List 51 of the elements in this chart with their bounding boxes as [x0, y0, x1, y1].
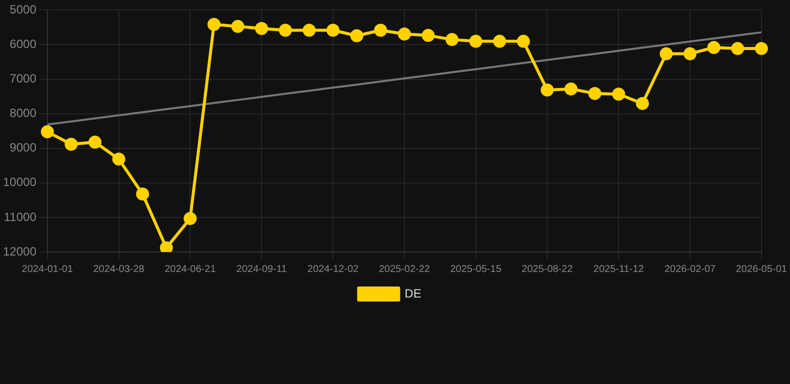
point — [469, 34, 482, 48]
x-tick-label: 2024-01-01 — [22, 264, 74, 275]
y-tick-label: 5000 — [10, 2, 37, 17]
x-tick-label: 2025-02-22 — [378, 264, 430, 275]
y-tick-label: 6000 — [10, 37, 37, 52]
x-tick-label: 2025-11-12 — [593, 264, 644, 275]
y-tick-label: 10000 — [2, 175, 37, 190]
point — [446, 33, 458, 46]
point — [40, 125, 54, 138]
point — [612, 88, 626, 101]
x-tick-label: 2025-08-22 — [522, 264, 574, 275]
point — [684, 47, 697, 60]
point — [422, 28, 435, 42]
point — [636, 96, 649, 110]
y-tick-label: 7000 — [10, 72, 37, 86]
x-tick-label: 2026-02-07 — [664, 264, 716, 275]
point — [64, 138, 78, 151]
point — [731, 42, 744, 56]
point — [588, 86, 602, 100]
y-tick-label: 9000 — [10, 140, 37, 155]
y-tick-label: 12000 — [2, 244, 37, 258]
point — [540, 83, 554, 96]
x-tick-label: 2024-09-11 — [236, 264, 288, 275]
point — [516, 34, 530, 48]
point — [255, 22, 268, 36]
point — [493, 34, 506, 48]
point — [754, 42, 768, 56]
x-tick-label: 2024-12-02 — [307, 264, 360, 275]
point — [302, 24, 316, 37]
x-tick-label: 2026-05-01 — [736, 264, 788, 275]
point — [398, 28, 411, 41]
legend-label: DE — [404, 286, 422, 300]
x-tick-label: 2025-05-15 — [450, 264, 502, 275]
point — [136, 187, 150, 200]
x-tick-label: 2024-06-21 — [164, 264, 216, 275]
point — [707, 41, 720, 54]
point — [374, 24, 388, 37]
y-tick-label: 11000 — [4, 210, 37, 224]
point — [207, 18, 220, 31]
point — [326, 24, 340, 37]
point — [564, 82, 578, 96]
y-tick-label: 8000 — [10, 106, 37, 120]
point — [350, 29, 364, 42]
point — [88, 136, 102, 149]
point — [184, 212, 197, 225]
x-tick-label: 2024-03-28 — [93, 264, 145, 275]
point — [660, 47, 673, 60]
point — [112, 152, 126, 166]
point — [278, 24, 292, 37]
point — [160, 241, 173, 252]
point — [231, 20, 244, 33]
